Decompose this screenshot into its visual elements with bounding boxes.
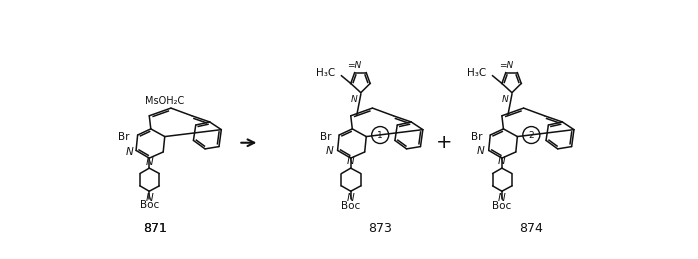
Text: H₃C: H₃C bbox=[467, 68, 487, 78]
Text: N: N bbox=[326, 146, 334, 156]
Text: =N: =N bbox=[498, 61, 513, 70]
Text: N: N bbox=[498, 193, 506, 203]
Text: =N: =N bbox=[348, 61, 362, 70]
Text: Boc: Boc bbox=[140, 200, 159, 211]
Text: Br: Br bbox=[471, 132, 482, 142]
Text: 1: 1 bbox=[378, 131, 383, 140]
Text: Br: Br bbox=[320, 132, 332, 142]
Text: N: N bbox=[498, 156, 506, 166]
Text: 2: 2 bbox=[528, 131, 534, 140]
Text: 873: 873 bbox=[369, 222, 392, 235]
Text: 874: 874 bbox=[519, 222, 543, 235]
Text: 871: 871 bbox=[144, 222, 168, 235]
Text: N: N bbox=[351, 95, 358, 104]
Text: N: N bbox=[347, 156, 355, 166]
Text: Boc: Boc bbox=[341, 201, 360, 211]
Text: Boc: Boc bbox=[492, 201, 512, 211]
Text: +: + bbox=[436, 133, 452, 152]
Text: N: N bbox=[145, 157, 153, 167]
Text: H₃C: H₃C bbox=[316, 68, 335, 78]
Text: 871: 871 bbox=[144, 222, 168, 235]
Text: N: N bbox=[145, 193, 153, 203]
Text: N: N bbox=[126, 147, 134, 157]
Text: MsOH₂C: MsOH₂C bbox=[145, 96, 184, 106]
Text: N: N bbox=[347, 193, 355, 203]
Text: N: N bbox=[477, 146, 485, 156]
Text: Br: Br bbox=[119, 132, 130, 142]
Text: N: N bbox=[502, 95, 509, 104]
